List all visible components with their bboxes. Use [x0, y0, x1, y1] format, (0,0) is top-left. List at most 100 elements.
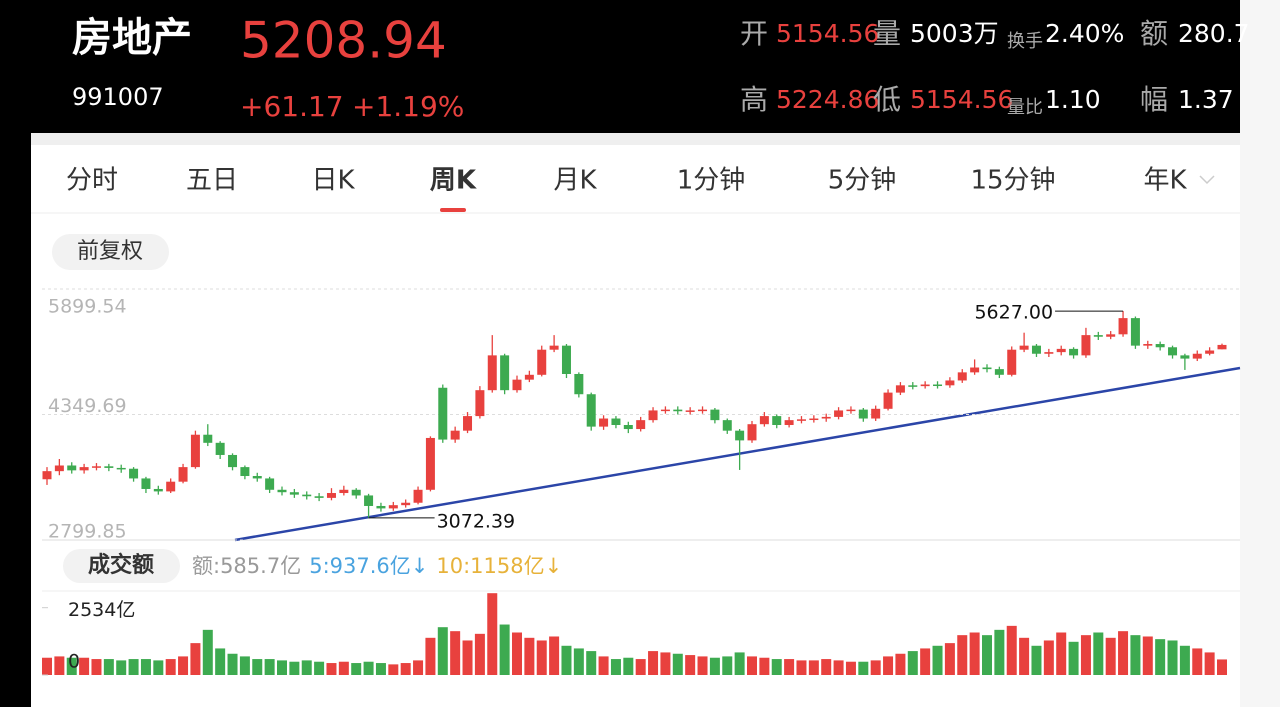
candle-body [895, 385, 905, 393]
adjust-button-label[interactable]: 前复权 [77, 239, 143, 264]
volume-bar [1031, 645, 1042, 675]
volume-bar [153, 660, 164, 675]
candle-body [1093, 335, 1103, 337]
stat-value: 2.40% [1045, 19, 1124, 48]
candle-body [388, 505, 398, 509]
candle-body [42, 471, 52, 480]
volume-bar [140, 659, 151, 675]
volume-bar [944, 643, 955, 675]
candle-body [1143, 344, 1153, 346]
candle-body [933, 384, 943, 387]
volume-title: 成交额 [88, 552, 154, 578]
y-tick-label: 2799.85 [48, 521, 127, 543]
volume-bar [994, 629, 1005, 675]
max-label: 5627.00 [974, 302, 1053, 324]
volume-bar [116, 660, 127, 675]
trend-line [234, 366, 1241, 542]
candle-body [116, 467, 126, 470]
volume-bar [821, 659, 832, 675]
volume-bar [549, 636, 560, 675]
tab[interactable]: 分时 [66, 166, 118, 196]
candle-body [821, 416, 831, 419]
candle-body [994, 369, 1004, 375]
candle-body [1180, 355, 1190, 359]
chevron[interactable] [1199, 175, 1215, 185]
stat-label: 额 [1140, 17, 1168, 50]
volume-bar [1105, 637, 1116, 675]
candle-body [463, 416, 473, 431]
tab-indicator [440, 208, 466, 212]
volume-bar [450, 631, 461, 675]
volume-bar [314, 661, 325, 675]
candle-body [252, 476, 262, 479]
volume-bar [697, 656, 708, 675]
candle-body [289, 492, 299, 495]
volume-bar [264, 659, 275, 675]
tab[interactable]: 5分钟 [828, 166, 897, 196]
candle-body [215, 442, 225, 455]
volume-bar [487, 593, 498, 675]
candle-body [747, 424, 757, 441]
stat-value: 5154.56 [910, 85, 1013, 114]
candle-body [339, 489, 349, 494]
candle-body [265, 478, 275, 490]
stat-value: 1.37 [1178, 85, 1234, 114]
volume-bar [413, 660, 424, 675]
candle-body [1106, 334, 1116, 337]
volume-bar [883, 656, 894, 675]
candle-body [524, 374, 534, 380]
tab[interactable]: 月K [553, 166, 597, 196]
candle-body [166, 481, 176, 492]
candle-body [228, 454, 238, 468]
volume-bar [1043, 640, 1054, 675]
candle-body [982, 367, 992, 370]
volume-bar [1118, 631, 1129, 675]
panel [31, 133, 1240, 707]
volume-tick-label: 2534亿 [68, 599, 135, 621]
volume-bar [907, 651, 918, 675]
volume-bar [672, 653, 683, 675]
tab[interactable]: 日K [311, 166, 355, 196]
tab[interactable]: 周K [430, 166, 477, 196]
candle-body [104, 466, 114, 468]
stat-value: 280.7 [1178, 19, 1250, 48]
legend-entry: 额:585.7亿 [192, 554, 301, 578]
candle-body [549, 345, 559, 350]
volume-bar [982, 635, 992, 675]
candle-body [957, 372, 967, 381]
volume-bar [660, 652, 671, 675]
volume-bar [462, 640, 473, 675]
candle-body [537, 349, 547, 375]
volume-bar [202, 629, 213, 675]
candle-body [599, 418, 609, 427]
legend-entry: 5:937.6亿↓ [309, 554, 428, 578]
volume-bar [54, 656, 65, 675]
volume-bar [957, 635, 968, 675]
volume-bar [128, 659, 139, 675]
candle-body [487, 355, 497, 391]
stock-name: 房地产 [72, 15, 192, 61]
volume-tick-label: 0 [68, 651, 80, 673]
legend-entry: 10:1158亿↓ [436, 554, 562, 578]
tab[interactable]: 年K [1143, 166, 1187, 196]
candle-body [673, 409, 683, 412]
candle-body [364, 495, 374, 506]
volume-bar [499, 624, 510, 675]
candle-body [735, 430, 745, 441]
adjust-button[interactable] [52, 234, 169, 270]
volume-bar [351, 663, 362, 675]
volume-bar [425, 637, 436, 675]
volume-bar [338, 661, 349, 675]
candle-body [611, 418, 621, 426]
candle-body [91, 466, 101, 468]
tab[interactable]: 15分钟 [970, 166, 1055, 196]
volume-bar [685, 655, 696, 675]
candle-body [809, 418, 819, 421]
tab[interactable]: 五日 [186, 166, 238, 196]
tab[interactable]: 1分钟 [677, 166, 746, 196]
volume-bar [610, 659, 621, 675]
volume-bar [623, 657, 634, 675]
volume-bar [227, 653, 238, 675]
y-tick-label: 5899.54 [48, 296, 127, 318]
